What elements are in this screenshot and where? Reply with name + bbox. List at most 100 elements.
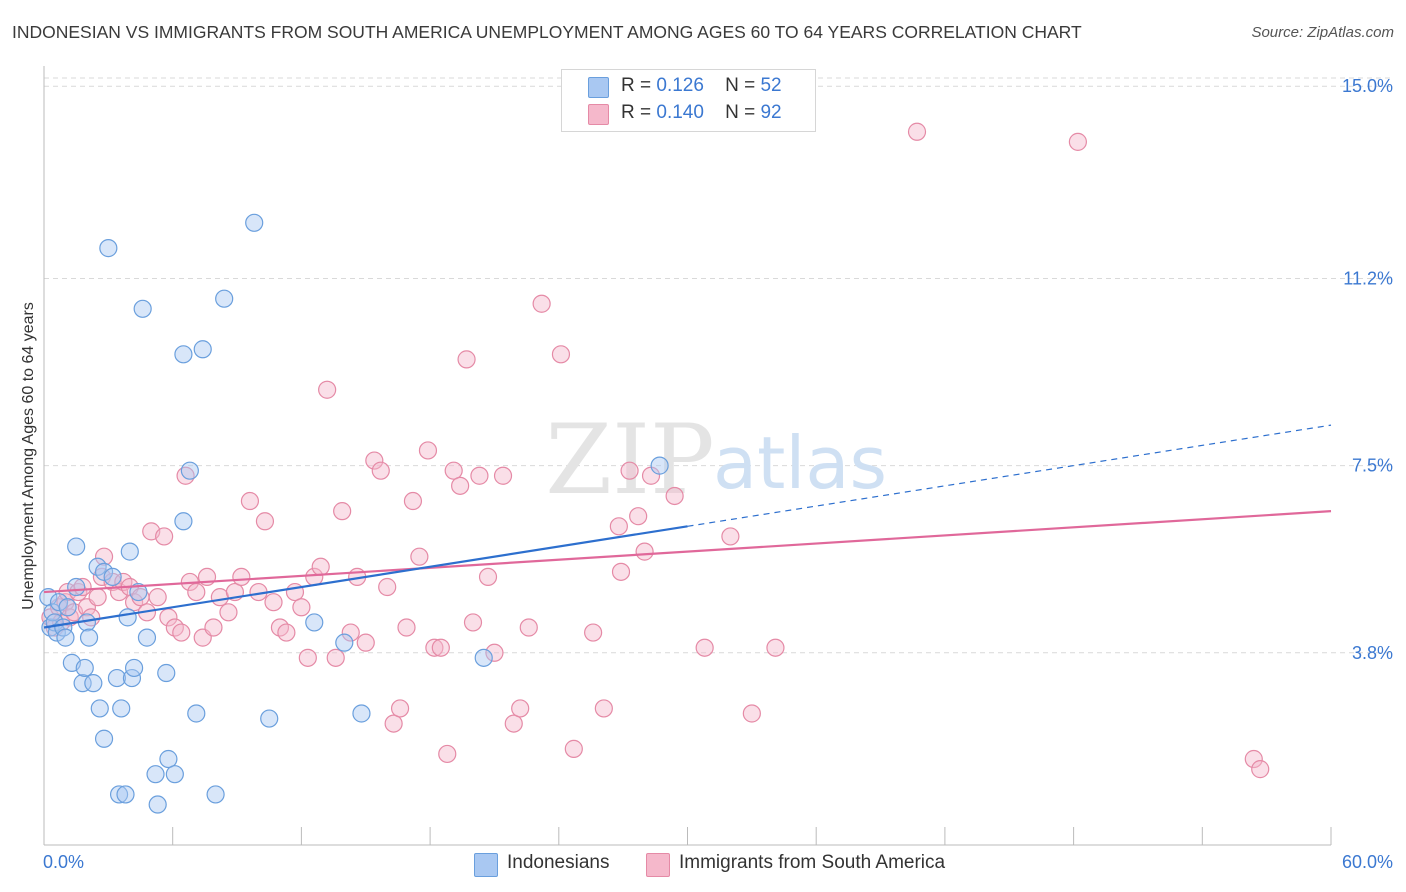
immigrants-data-point xyxy=(438,744,457,764)
indonesians-data-point xyxy=(118,608,137,627)
immigrants-data-point xyxy=(88,588,107,607)
immigrants-data-point xyxy=(504,714,523,733)
indonesians-data-point xyxy=(109,785,129,804)
indonesians-data-point xyxy=(137,628,157,647)
indonesians-data-point xyxy=(352,704,371,723)
bottom-legend-label: Indonesians xyxy=(507,852,610,873)
immigrants-data-point xyxy=(333,502,352,521)
immigrants-data-point xyxy=(1068,132,1087,151)
immigrants-data-point xyxy=(255,512,275,531)
indonesians-data-point xyxy=(187,704,206,723)
immigrants-data-point xyxy=(311,557,330,576)
indonesians-data-point xyxy=(112,699,131,718)
immigrants-data-point xyxy=(219,603,238,622)
immigrants-data-point xyxy=(204,618,223,637)
immigrants-data-point xyxy=(609,517,628,536)
immigrants-data-point xyxy=(629,507,648,526)
indonesians-data-point xyxy=(79,628,99,647)
legend-r-value: 0.140 xyxy=(656,102,704,123)
chart-title: INDONESIAN VS IMMIGRANTS FROM SOUTH AMER… xyxy=(12,22,1082,42)
indonesians-data-point xyxy=(73,674,92,693)
watermark: ZIP atlas xyxy=(545,404,887,516)
immigrants-data-point xyxy=(431,638,450,657)
indonesians-data-point xyxy=(180,461,199,480)
legend-r-label: R = xyxy=(621,75,652,96)
immigrants-data-point xyxy=(277,623,296,642)
chart-source: Source: ZipAtlas.com xyxy=(1251,24,1394,41)
immigrants-data-point xyxy=(444,461,463,480)
immigrants-data-point xyxy=(418,441,438,460)
immigrants-data-point xyxy=(665,486,684,506)
indonesians-data-point xyxy=(305,613,324,632)
indonesians-data-point xyxy=(129,582,148,602)
y-tick-label: 15.0% xyxy=(1342,76,1393,96)
indonesians-data-point xyxy=(146,765,165,784)
immigrants-data-point xyxy=(264,593,283,612)
indonesians-data-point xyxy=(193,340,212,359)
bottom-legend-label: Immigrants from South America xyxy=(679,852,946,873)
indonesians-data-point xyxy=(90,699,109,718)
indonesians-data-point xyxy=(107,668,127,688)
bottom-legend-swatch-blue xyxy=(474,853,498,877)
indonesians-data-point xyxy=(58,598,77,617)
indonesians-data-point xyxy=(215,289,234,308)
indonesians-data-point xyxy=(99,239,118,258)
indonesians-trend-extension xyxy=(687,424,1332,527)
indonesians-data-point xyxy=(474,648,493,667)
immigrants-data-point xyxy=(292,598,311,617)
indonesians-data-point xyxy=(84,674,103,693)
indonesians-data-point xyxy=(94,729,114,748)
indonesians-data-point xyxy=(49,593,69,612)
immigrants-data-point xyxy=(457,350,476,369)
immigrants-data-point xyxy=(318,380,337,399)
indonesians-data-point xyxy=(75,658,94,678)
watermark-atlas: atlas xyxy=(713,421,887,505)
immigrants-data-point xyxy=(210,588,229,607)
legend-swatch-blue xyxy=(588,77,609,98)
immigrants-data-point xyxy=(519,618,538,637)
immigrants-data-point xyxy=(356,633,375,652)
immigrants-data-point xyxy=(240,491,260,511)
immigrants-data-point xyxy=(907,122,927,141)
immigrants-data-point xyxy=(1251,760,1270,779)
indonesians-data-point xyxy=(67,577,86,597)
indonesians-data-point xyxy=(174,512,193,531)
immigrants-data-point xyxy=(695,638,714,657)
gridlines xyxy=(44,77,1394,654)
correlation-legend: R = 0.126 N = 52 R = 0.140 N = 92 xyxy=(561,69,816,132)
immigrants-data-point xyxy=(463,613,483,632)
immigrants-data-point xyxy=(403,491,423,511)
indonesians-data-point xyxy=(206,785,225,804)
indonesians-data-point xyxy=(335,633,354,652)
indonesians-data-point xyxy=(165,765,184,784)
immigrants-data-point xyxy=(187,582,206,602)
immigrants-data-point xyxy=(73,577,92,597)
y-axis-label: Unemployment Among Ages 60 to 64 years xyxy=(20,302,37,610)
immigrants-data-point xyxy=(390,699,410,718)
immigrants-data-point xyxy=(384,714,403,733)
immigrants-data-point xyxy=(94,547,114,566)
indonesians-data-point xyxy=(56,628,75,647)
indonesians-data-point xyxy=(260,709,279,728)
immigrants-data-point xyxy=(1244,749,1263,769)
indonesians-data-point xyxy=(157,663,176,683)
legend-r-value: 0.126 xyxy=(656,75,704,96)
immigrants-data-point xyxy=(742,704,761,723)
indonesians-data-point xyxy=(116,785,135,804)
immigrants-series-points xyxy=(41,122,1270,779)
indonesians-data-point xyxy=(174,345,193,364)
immigrants-data-point xyxy=(611,562,631,581)
immigrants-data-point xyxy=(485,643,504,662)
indonesians-trend-line xyxy=(43,525,688,629)
immigrants-data-point xyxy=(584,623,603,642)
immigrants-data-point xyxy=(470,466,489,485)
indonesians-data-point xyxy=(94,562,114,581)
indonesians-data-point xyxy=(133,299,152,318)
indonesians-data-point xyxy=(67,537,86,556)
legend-r-label: R = xyxy=(621,102,652,123)
immigrants-data-point xyxy=(721,527,740,546)
x-axis-min-label: 0.0% xyxy=(43,852,85,872)
legend-n-label: N = xyxy=(725,75,756,96)
immigrants-data-point xyxy=(478,567,498,587)
indonesians-data-point xyxy=(650,456,669,475)
